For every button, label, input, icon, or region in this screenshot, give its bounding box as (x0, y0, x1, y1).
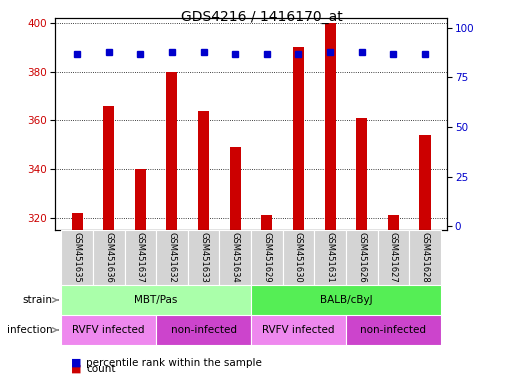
Bar (188, 230, 220, 285)
Text: GSM451627: GSM451627 (389, 232, 398, 283)
Bar (156, 315, 251, 345)
Text: GSM451628: GSM451628 (420, 232, 429, 283)
Bar (230, 147, 241, 230)
Text: BALB/cByJ: BALB/cByJ (320, 295, 372, 305)
Text: GDS4216 / 1416170_at: GDS4216 / 1416170_at (180, 10, 343, 23)
Bar (419, 135, 430, 230)
Bar (156, 230, 188, 285)
Bar (166, 71, 177, 230)
Bar (251, 315, 346, 345)
Text: GSM451637: GSM451637 (136, 232, 145, 283)
Bar (61, 230, 93, 285)
Text: RVFV infected: RVFV infected (73, 325, 145, 335)
Bar (282, 230, 314, 285)
Text: infection: infection (7, 325, 52, 335)
Bar (346, 230, 378, 285)
Text: GSM451632: GSM451632 (167, 232, 176, 283)
Text: percentile rank within the sample: percentile rank within the sample (86, 358, 262, 368)
Bar (262, 215, 272, 230)
Text: strain: strain (22, 295, 52, 305)
Text: GSM451630: GSM451630 (294, 232, 303, 283)
Text: GSM451626: GSM451626 (357, 232, 366, 283)
Text: GSM451633: GSM451633 (199, 232, 208, 283)
Text: non-infected: non-infected (170, 325, 236, 335)
Text: count: count (86, 364, 116, 374)
Bar (103, 106, 114, 230)
Bar (346, 315, 441, 345)
Bar (93, 230, 124, 285)
Text: MBT/Pas: MBT/Pas (134, 295, 178, 305)
Text: ■: ■ (71, 358, 81, 368)
Bar (325, 23, 336, 230)
Text: ■: ■ (71, 364, 81, 374)
Bar (356, 118, 367, 230)
Bar (61, 285, 251, 315)
Bar (72, 213, 83, 230)
Text: GSM451629: GSM451629 (263, 232, 271, 283)
Bar (220, 230, 251, 285)
Text: GSM451636: GSM451636 (104, 232, 113, 283)
Bar (378, 230, 409, 285)
Bar (124, 230, 156, 285)
Bar (198, 111, 209, 230)
Bar (293, 47, 304, 230)
Text: GSM451635: GSM451635 (73, 232, 82, 283)
Text: RVFV infected: RVFV infected (262, 325, 335, 335)
Bar (135, 169, 146, 230)
Bar (388, 215, 399, 230)
Bar (314, 230, 346, 285)
Text: non-infected: non-infected (360, 325, 426, 335)
Bar (251, 230, 282, 285)
Bar (61, 315, 156, 345)
Bar (251, 285, 441, 315)
Text: GSM451634: GSM451634 (231, 232, 240, 283)
Bar (409, 230, 441, 285)
Text: GSM451631: GSM451631 (326, 232, 335, 283)
